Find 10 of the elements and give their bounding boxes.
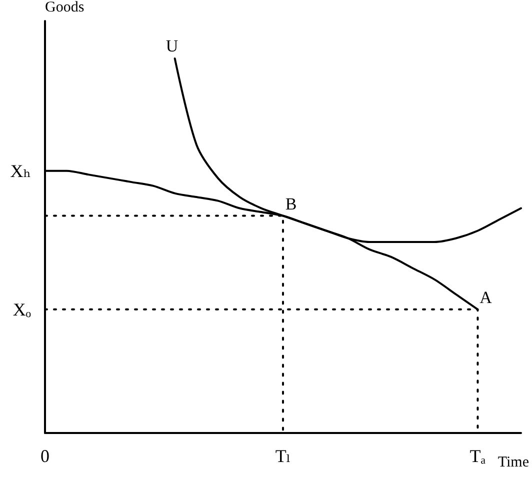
annotation: A [480,288,493,307]
x-tick-label: Tₐ [470,446,486,466]
y-axis-title: Goods [45,0,84,16]
annotation: Xₕ [10,160,31,181]
x-tick-label: 0 [40,446,50,466]
x-axis-title: Time [498,454,530,470]
text: U [166,36,178,56]
annotation: B [285,194,297,214]
x-tick-label: Tₗ [275,446,291,466]
annotation: Xₒ [12,299,31,320]
